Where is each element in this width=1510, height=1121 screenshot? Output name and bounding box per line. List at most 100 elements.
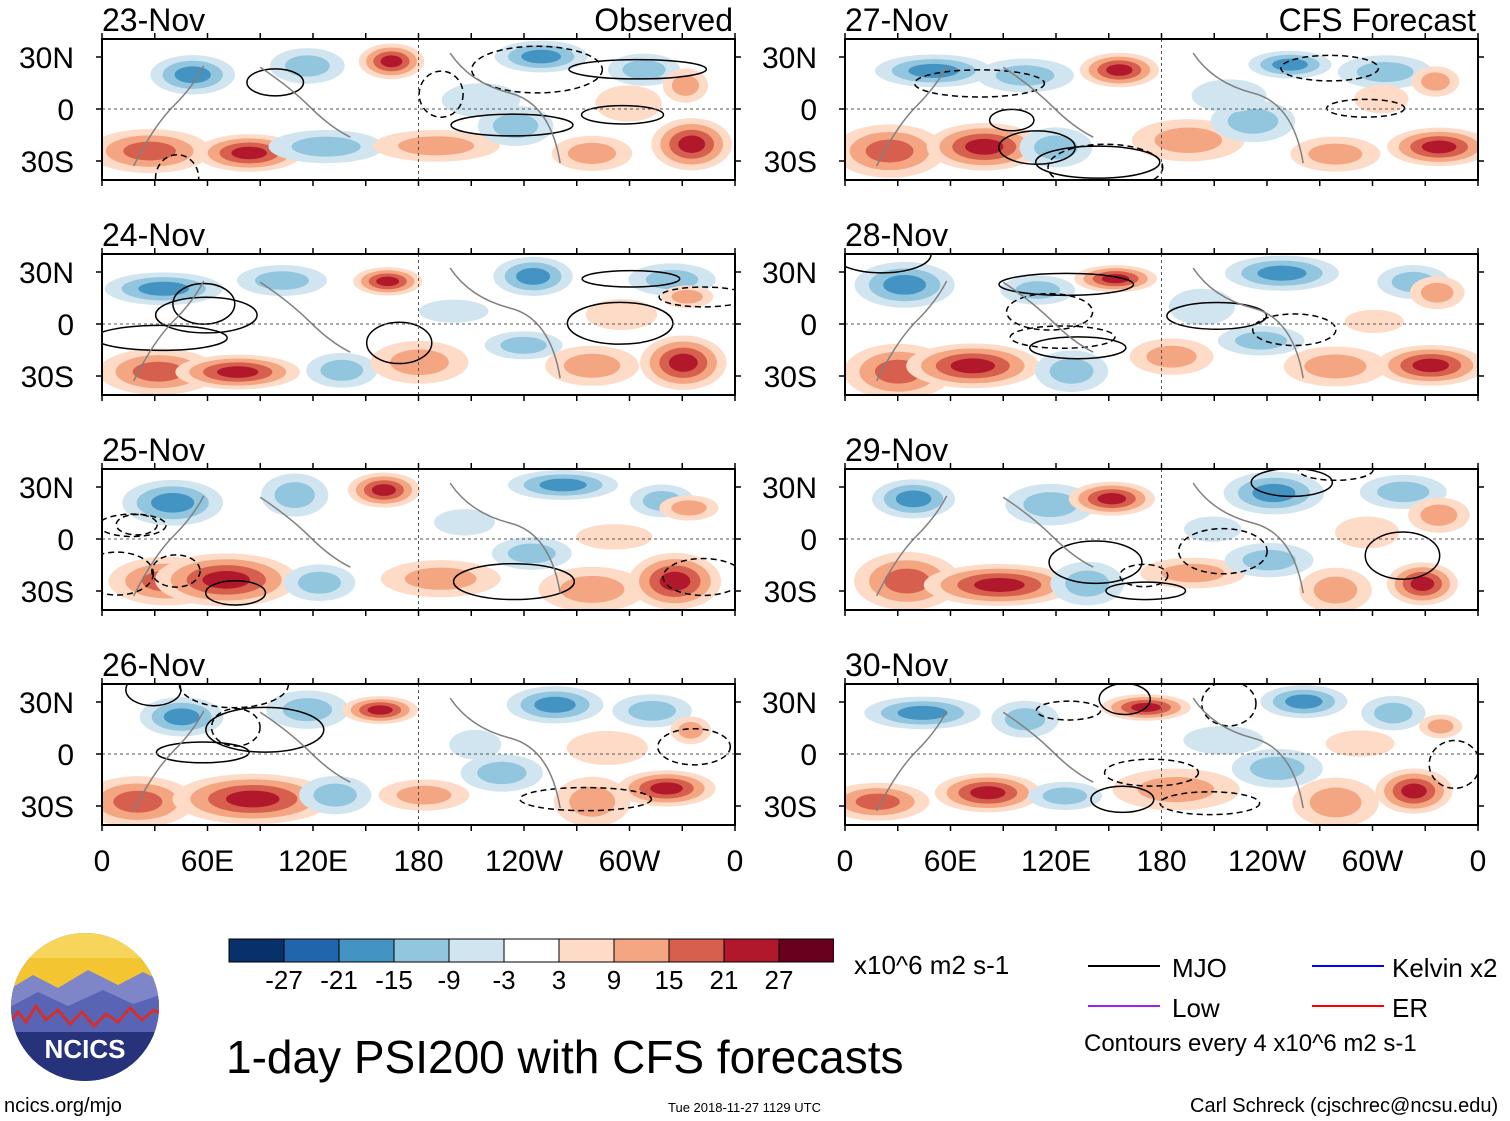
psi-contour — [246, 68, 305, 97]
anomaly-blob — [1420, 504, 1458, 526]
anomaly-blob — [678, 722, 703, 739]
anomaly-blob — [622, 60, 666, 80]
anomaly-blob — [865, 139, 914, 163]
colorbar-tick: -3 — [492, 965, 516, 995]
lat-label: 30S — [21, 791, 74, 824]
legend-low: Low — [1172, 993, 1220, 1023]
psi-contour — [1200, 684, 1257, 727]
anomaly-blob — [320, 359, 364, 381]
coastline — [132, 697, 561, 812]
anomaly-blob — [1354, 84, 1409, 114]
map-panel-24-Nov: 24-Nov 30N 0 30S — [19, 217, 741, 401]
anomaly-blob — [521, 49, 562, 64]
psi-contour — [658, 286, 735, 308]
lat-label: 30N — [762, 257, 817, 290]
panel-date-label: 24-Nov — [102, 217, 205, 253]
lat-label: 30N — [19, 257, 74, 290]
anomaly-blob — [897, 705, 948, 720]
lat-label: 30S — [21, 146, 74, 179]
lon-label: 60E — [181, 845, 234, 878]
psi-contour — [1090, 785, 1155, 814]
anomaly-blob — [595, 85, 662, 122]
lat-label: 0 — [57, 524, 74, 557]
footer-url[interactable]: ncics.org/mjo — [4, 1095, 122, 1117]
anomaly-blob — [404, 567, 477, 590]
anomaly-blob — [566, 730, 648, 766]
anomaly-blob — [500, 336, 547, 354]
psi-contour — [1325, 98, 1406, 118]
map-panel-28-Nov: 28-Nov 30N 0 30S — [762, 217, 1484, 401]
anomaly-blob — [1235, 331, 1288, 350]
colorbar-swatch — [613, 938, 670, 963]
psi-contour — [1177, 527, 1268, 575]
colorbar — [228, 938, 834, 963]
lat-label: 30S — [21, 361, 74, 394]
anomaly-blob — [1154, 127, 1223, 153]
psi-contour — [102, 513, 167, 538]
footer-author: Carl Schreck (cjschrec@ncsu.edu) — [1190, 1095, 1499, 1117]
map-panel-23-Nov: 23-Nov Observed 30N 0 30S — [19, 2, 741, 186]
panel-date-label: 27-Nov — [845, 2, 948, 38]
anomaly-blob — [313, 783, 357, 807]
colorbar-swatch — [228, 938, 285, 963]
anomaly-blob — [396, 785, 452, 805]
anomaly-blob — [1191, 79, 1267, 113]
anomaly-blob — [671, 500, 707, 516]
psi-contour — [988, 108, 1035, 132]
psi-contour — [519, 786, 653, 812]
anomaly-blob — [441, 83, 521, 118]
lat-label: 30S — [21, 576, 74, 609]
psi-contour — [154, 296, 258, 334]
psi-contour — [998, 272, 1135, 297]
anomaly-blob — [1421, 140, 1457, 154]
lon-label: 180 — [1136, 845, 1186, 878]
psi-contour — [1047, 143, 1164, 180]
lat-label: 0 — [800, 309, 817, 342]
psi-contour — [1428, 739, 1478, 790]
anomaly-blob — [1146, 345, 1197, 368]
psi-contour — [662, 557, 735, 597]
anomaly-blob — [559, 575, 625, 603]
legend-mjo: MJO — [1172, 953, 1227, 983]
psi-contour — [115, 513, 158, 536]
psi-contour — [580, 104, 665, 125]
psi-contour — [998, 130, 1076, 165]
lon-label: 120W — [485, 845, 564, 878]
lat-label: 0 — [800, 94, 817, 127]
colorbar-swatch — [503, 938, 560, 963]
panel-date-label: 25-Nov — [102, 432, 205, 468]
colorbar-tick: 27 — [764, 965, 794, 995]
anomaly-blob — [1344, 309, 1404, 333]
anomaly-blob — [1242, 549, 1296, 571]
lat-label: 30N — [762, 42, 817, 75]
anomaly-blob — [123, 141, 176, 161]
anomaly-blob — [908, 63, 959, 78]
coastline — [875, 52, 1304, 167]
psi-contour — [172, 282, 236, 325]
anomaly-blob — [1335, 516, 1400, 549]
psi-contour — [1034, 145, 1161, 179]
colorbar-tick: 9 — [606, 965, 622, 995]
map-panel-25-Nov: 25-Nov 30N 0 30S — [19, 432, 741, 616]
anomaly-blob — [950, 358, 996, 374]
psi-contour — [450, 113, 574, 137]
anomaly-blob — [282, 698, 333, 722]
colorbar-tick: -27 — [265, 965, 303, 995]
lon-label: 120E — [1021, 845, 1091, 878]
anomaly-blob — [1249, 756, 1305, 780]
anomaly-blob — [995, 65, 1055, 86]
lat-label: 30N — [19, 42, 74, 75]
anomaly-blob — [1106, 64, 1133, 76]
anomaly-blob — [1285, 694, 1323, 709]
lon-label: 120E — [278, 845, 348, 878]
anomaly-blob — [376, 276, 400, 287]
anomaly-blob — [1420, 282, 1454, 303]
lon-label: 120W — [1228, 845, 1307, 878]
footer-timestamp: Tue 2018-11-27 1129 UTC — [668, 1100, 821, 1115]
psi-contour — [1250, 469, 1334, 498]
coastline — [132, 482, 561, 597]
anomaly-blob — [151, 492, 195, 513]
psi-contour — [1119, 563, 1169, 588]
anomaly-blob — [174, 66, 211, 84]
